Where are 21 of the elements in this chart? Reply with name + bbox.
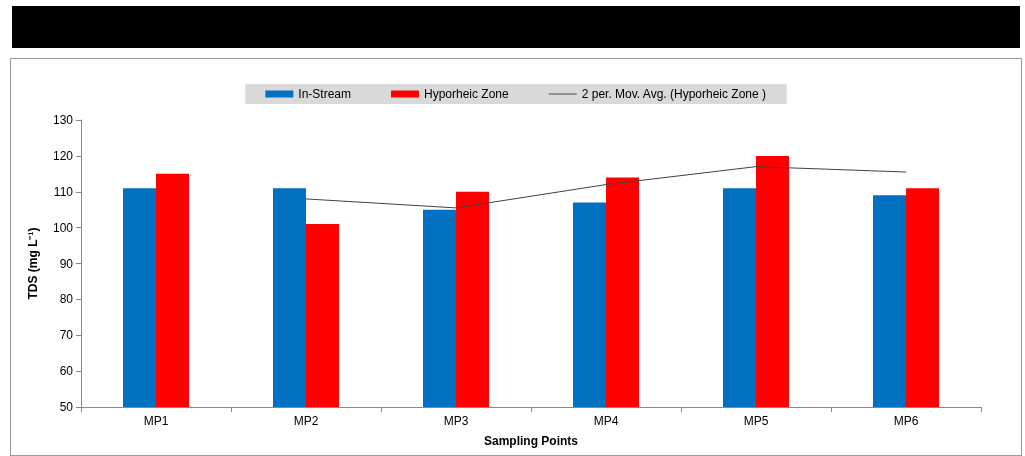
y-tick-label: 50 [59, 400, 74, 414]
y-tick-label: 80 [59, 292, 74, 307]
y-tick-label: 70 [59, 328, 74, 343]
y-tick-label: 100 [52, 220, 74, 235]
x-tick-label: MP2 [293, 414, 319, 428]
x-axis-title: Sampling Points [483, 434, 579, 448]
x-tick-label: MP4 [593, 414, 619, 428]
y-tick-label: 120 [52, 148, 74, 163]
y-axis-title: TDS (mg L⁻¹) [26, 227, 40, 300]
line-series [305, 166, 907, 209]
legend-label: Hyporheic Zone [424, 87, 510, 101]
y-tick-label: 90 [59, 256, 74, 271]
legend-label: In-Stream [298, 87, 352, 101]
y-tick-label: 60 [59, 364, 74, 379]
x-tick-label: MP1 [143, 414, 169, 428]
y-tick-label: 110 [53, 184, 74, 199]
x-tick-label: MP3 [443, 414, 469, 428]
x-tick-label: MP6 [893, 414, 919, 428]
x-tick-label: MP5 [743, 414, 769, 428]
legend-label: 2 per. Mov. Avg. (Hyporheic Zone ) [581, 87, 767, 101]
y-tick-label: 130 [52, 113, 74, 127]
